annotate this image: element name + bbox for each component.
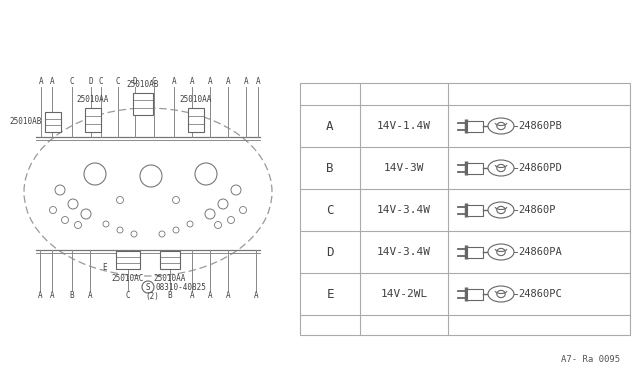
Text: 24860P: 24860P bbox=[518, 205, 556, 215]
Text: 14V-3.4W: 14V-3.4W bbox=[377, 247, 431, 257]
Text: C: C bbox=[152, 77, 156, 87]
Bar bbox=[160, 251, 180, 269]
Bar bbox=[467, 205, 483, 215]
Bar bbox=[85, 108, 101, 132]
Bar bbox=[467, 289, 483, 299]
Text: S: S bbox=[146, 282, 150, 292]
Text: A: A bbox=[326, 119, 333, 132]
Text: 25010AB: 25010AB bbox=[10, 118, 42, 126]
Text: A: A bbox=[172, 77, 176, 87]
Bar bbox=[188, 108, 204, 132]
Text: D: D bbox=[89, 77, 93, 87]
Text: E: E bbox=[102, 263, 108, 272]
Bar bbox=[300, 83, 630, 335]
Text: 25010AB: 25010AB bbox=[127, 80, 159, 89]
Text: C: C bbox=[116, 77, 120, 87]
Ellipse shape bbox=[497, 122, 505, 129]
Text: A: A bbox=[38, 77, 44, 87]
Text: A: A bbox=[256, 77, 260, 87]
Text: 25010AA: 25010AA bbox=[154, 274, 186, 283]
Text: B: B bbox=[70, 292, 74, 301]
Text: A: A bbox=[208, 77, 212, 87]
Text: A: A bbox=[189, 292, 195, 301]
Text: A: A bbox=[88, 292, 92, 301]
Text: A: A bbox=[50, 77, 54, 87]
Bar bbox=[467, 121, 483, 131]
Text: A: A bbox=[226, 292, 230, 301]
Ellipse shape bbox=[497, 248, 505, 256]
Text: B: B bbox=[326, 161, 333, 174]
Text: 14V-3.4W: 14V-3.4W bbox=[377, 205, 431, 215]
Text: E: E bbox=[326, 288, 333, 301]
Text: A: A bbox=[38, 292, 42, 301]
Ellipse shape bbox=[497, 206, 505, 214]
Text: C: C bbox=[99, 77, 103, 87]
Text: C: C bbox=[125, 292, 131, 301]
Text: A7- Ra 0095: A7- Ra 0095 bbox=[561, 356, 620, 365]
Ellipse shape bbox=[497, 291, 505, 298]
Text: C: C bbox=[70, 77, 74, 87]
Text: 24860PD: 24860PD bbox=[518, 163, 562, 173]
Text: A: A bbox=[244, 77, 248, 87]
Ellipse shape bbox=[488, 160, 514, 176]
Text: A: A bbox=[208, 292, 212, 301]
Text: 14V-2WL: 14V-2WL bbox=[380, 289, 428, 299]
Ellipse shape bbox=[488, 118, 514, 134]
Text: A: A bbox=[253, 292, 259, 301]
Text: 25010AA: 25010AA bbox=[180, 95, 212, 104]
Text: D: D bbox=[326, 246, 333, 259]
Text: (2): (2) bbox=[145, 292, 159, 301]
Text: 24860PC: 24860PC bbox=[518, 289, 562, 299]
Text: A: A bbox=[226, 77, 230, 87]
Bar bbox=[133, 93, 153, 115]
Ellipse shape bbox=[497, 164, 505, 171]
Text: 08310-40825: 08310-40825 bbox=[156, 282, 207, 292]
Text: 25010AA: 25010AA bbox=[77, 95, 109, 104]
Bar bbox=[467, 247, 483, 257]
Text: 24860PB: 24860PB bbox=[518, 121, 562, 131]
Text: D: D bbox=[132, 77, 138, 87]
Text: 14V-1.4W: 14V-1.4W bbox=[377, 121, 431, 131]
Text: A: A bbox=[50, 292, 54, 301]
Bar bbox=[467, 163, 483, 173]
Bar bbox=[45, 112, 61, 132]
Text: C: C bbox=[326, 203, 333, 217]
Text: B: B bbox=[168, 292, 172, 301]
Ellipse shape bbox=[488, 202, 514, 218]
Text: 14V-3W: 14V-3W bbox=[384, 163, 424, 173]
Ellipse shape bbox=[488, 286, 514, 302]
Bar bbox=[116, 251, 140, 269]
Text: 25010AC: 25010AC bbox=[112, 274, 144, 283]
Ellipse shape bbox=[488, 244, 514, 260]
Text: A: A bbox=[189, 77, 195, 87]
Text: 24860PA: 24860PA bbox=[518, 247, 562, 257]
